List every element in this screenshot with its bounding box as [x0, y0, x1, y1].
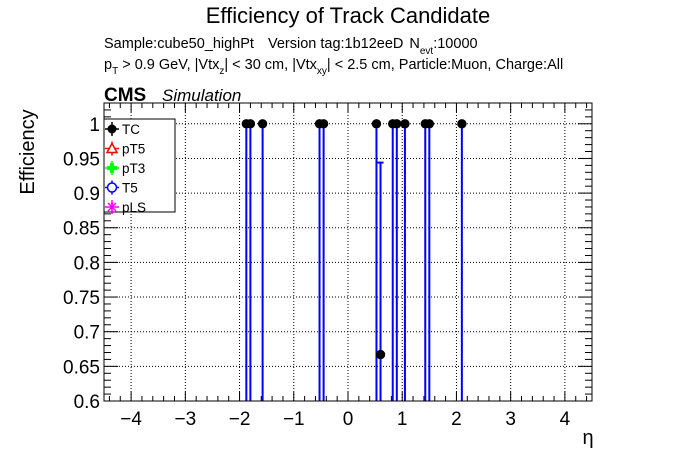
x-tick-label: 3: [505, 409, 516, 430]
legend-item-t5: T5: [105, 180, 138, 196]
axis-ticks: [104, 102, 592, 402]
y-tick-label: 0.95: [63, 149, 100, 170]
legend-marker: [105, 141, 119, 154]
legend-label: T5: [122, 181, 138, 196]
legend-label: pT3: [122, 161, 145, 176]
legend-item-pt3: pT3: [105, 161, 145, 176]
data-point: [245, 119, 256, 129]
x-tick-label: 1: [397, 409, 408, 430]
y-tick-label: 0.6: [74, 392, 100, 413]
y-tick-label: 1: [89, 115, 100, 136]
legend-item-tc: TC: [105, 122, 140, 137]
x-tick-label: 4: [560, 409, 571, 430]
data-point: [400, 119, 410, 129]
y-tick-label: 0.7: [74, 323, 100, 344]
x-tick-labels: −4 −3 −2 −1 0 1 2 3 4: [120, 409, 570, 430]
x-tick-label: 2: [451, 409, 462, 430]
grid: [104, 103, 592, 402]
subtitle-line-2: pT > 0.9 GeV, |Vtxz| < 30 cm, |Vtxxy| < …: [104, 57, 563, 77]
data-point: [375, 349, 386, 360]
legend-marker: [107, 163, 117, 173]
legend-item-pls: pLS: [105, 200, 146, 215]
chart-title: Efficiency of Track Candidate: [206, 3, 491, 28]
x-tick-label: 0: [343, 409, 354, 430]
version-label: Version tag:1b12eeD: [268, 36, 403, 52]
x-tick-label: −1: [283, 409, 305, 430]
plot-frame: [103, 102, 593, 402]
legend-label: pLS: [122, 200, 146, 215]
data-point: [318, 119, 329, 129]
y-tick-label: 0.75: [63, 288, 100, 309]
nevt-label: N: [409, 36, 419, 52]
simulation-label: Simulation: [162, 86, 241, 105]
legend-marker: [107, 202, 117, 212]
legend-item-pt5: pT5: [105, 141, 145, 157]
legend-box: [103, 118, 176, 213]
x-axis-label: η: [582, 427, 593, 449]
data-point: [257, 119, 268, 129]
y-tick-labels: 0.6 0.65 0.7 0.75 0.8 0.85 0.9 0.95 1: [63, 115, 100, 413]
legend-label: TC: [122, 122, 140, 137]
subtitle-line-1: Sample:cube50_highPt Version tag:1b12eeD N…: [104, 36, 478, 57]
data-point: [457, 119, 467, 129]
data-point: [424, 119, 435, 129]
y-tick-label: 0.65: [63, 357, 100, 378]
x-tick-label: −2: [229, 409, 251, 430]
y-tick-label: 0.8: [74, 253, 100, 274]
data-point: [371, 119, 382, 129]
cms-label: CMS: [104, 85, 146, 106]
y-axis-label: Efficiency: [17, 109, 39, 194]
legend-label: pT5: [122, 142, 145, 157]
nevt-value: :10000: [433, 36, 477, 52]
x-tick-label: −4: [120, 409, 142, 430]
sample-label: Sample:cube50_highPt: [104, 36, 254, 52]
data-point: [392, 119, 402, 129]
legend: TC pT5 pT3 T5 pLS: [103, 118, 176, 215]
data-points: [241, 119, 467, 401]
legend-marker: [107, 124, 117, 134]
nevt-subscript: evt: [420, 46, 434, 57]
y-tick-label: 0.9: [74, 184, 100, 205]
x-tick-label: −3: [174, 409, 196, 430]
legend-marker: [106, 182, 118, 193]
y-tick-label: 0.85: [63, 219, 100, 240]
